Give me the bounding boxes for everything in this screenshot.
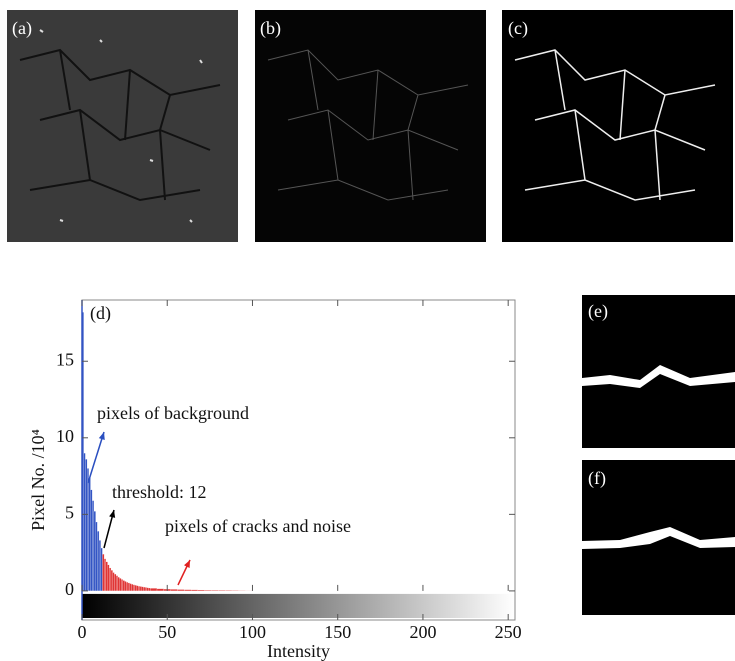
bar [148,588,150,591]
bar [133,585,135,591]
bar [177,590,184,591]
bar [157,589,164,591]
arrow-head [99,432,105,440]
bar [94,511,96,591]
panel-label: (d) [90,303,111,324]
intensity-gradient [82,594,515,618]
bar [116,576,118,591]
bar [121,579,123,590]
x-tick-label: 100 [239,622,266,642]
annotation: pixels of background [97,403,249,423]
panel-label: (f) [588,468,606,489]
bar [225,590,232,591]
bar [84,453,86,591]
bar [85,459,87,591]
bar [218,590,225,591]
bar [97,531,99,591]
bar [101,548,103,591]
bar [87,468,89,590]
bar [125,581,127,590]
bar [123,580,125,590]
bar [138,586,140,591]
x-tick-label: 50 [158,622,176,642]
bar [130,584,132,591]
bar [142,587,144,591]
bar [135,585,137,591]
annotation: pixels of cracks and noise [165,516,351,536]
y-tick-label: 10 [56,426,74,446]
bar [126,582,128,591]
bar [145,587,147,591]
bar [150,588,157,591]
image-c [502,10,733,242]
bar [131,584,133,591]
annotation-arrow [88,432,104,483]
bar [205,590,212,591]
bar [104,559,106,591]
bar [143,587,145,591]
panel-label: (c) [508,18,528,39]
bar [171,589,178,591]
y-axis-title: Pixel No. /10⁴ [28,429,48,531]
bar [212,590,219,591]
panel-label: (e) [588,301,608,322]
y-tick-label: 5 [65,502,74,522]
bar [198,590,205,591]
figure: (a) (b) (c) (e) (f) 0 50 100 150 200 250 0 5 10 1… [0,0,735,661]
bar [102,554,104,591]
annotation: threshold: 12 [112,482,207,502]
bar [99,540,101,591]
bar [128,583,130,591]
bar [89,478,91,591]
bar [137,586,139,591]
plot-frame [82,300,515,620]
bar [92,501,94,591]
bar [191,590,198,591]
bar [113,573,115,591]
bar [147,588,149,591]
x-tick-label: 0 [78,622,87,642]
panel-label: (a) [12,18,32,39]
bar [108,565,110,591]
bar [118,577,120,591]
bar [184,590,191,591]
bar [96,522,98,591]
x-tick-label: 200 [409,622,436,642]
x-tick-label: 250 [495,622,522,642]
y-tick-label: 15 [56,349,74,369]
bar [114,574,116,591]
bar [140,586,142,590]
bar [91,490,93,591]
bar [109,568,111,591]
panel-label: (b) [260,18,281,39]
x-axis-title: Intensity [267,641,330,661]
bar [111,570,113,591]
bar [120,578,122,591]
bar [106,562,108,591]
y-tick-label: 0 [65,579,74,599]
image-a [7,10,238,242]
x-tick-label: 150 [324,622,351,642]
image-b [255,10,486,242]
